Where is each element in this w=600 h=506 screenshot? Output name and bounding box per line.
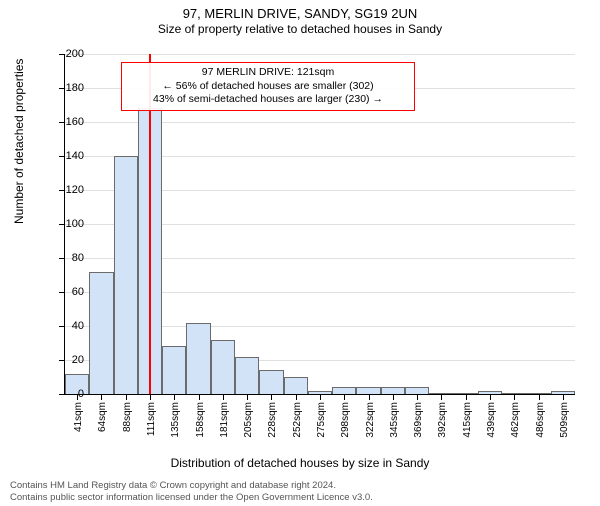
- x-tick-label: 298sqm: [340, 402, 351, 438]
- histogram-bar: [381, 387, 405, 394]
- x-tick-label: 486sqm: [535, 402, 546, 438]
- y-tick: [59, 122, 65, 123]
- x-tick: [441, 394, 442, 400]
- y-tick: [59, 224, 65, 225]
- x-tick: [271, 394, 272, 400]
- histogram-bar: [235, 357, 259, 394]
- x-tick-label: 41sqm: [73, 402, 84, 432]
- y-tick-label: 100: [66, 218, 84, 230]
- x-tick: [490, 394, 491, 400]
- x-tick: [539, 394, 540, 400]
- x-tick-label: 228sqm: [267, 402, 278, 438]
- y-tick: [59, 190, 65, 191]
- info-box: 97 MERLIN DRIVE: 121sqm ← 56% of detache…: [121, 62, 415, 111]
- y-tick-label: 200: [66, 48, 84, 60]
- y-tick-label: 180: [66, 82, 84, 94]
- histogram-bar: [89, 272, 113, 394]
- x-tick-label: 509sqm: [559, 402, 570, 438]
- y-tick: [59, 360, 65, 361]
- histogram-bar: [259, 370, 283, 394]
- x-tick-label: 88sqm: [122, 402, 133, 432]
- histogram-bar: [356, 387, 380, 394]
- y-tick-label: 0: [78, 388, 84, 400]
- x-tick: [150, 394, 151, 400]
- x-tick-label: 64sqm: [97, 402, 108, 432]
- y-tick: [59, 394, 65, 395]
- footer-text: Contains HM Land Registry data © Crown c…: [10, 480, 373, 504]
- y-tick: [59, 54, 65, 55]
- x-tick-label: 439sqm: [486, 402, 497, 438]
- histogram-bar: [405, 387, 429, 394]
- y-tick-label: 40: [72, 320, 84, 332]
- x-tick-label: 369sqm: [413, 402, 424, 438]
- y-tick-label: 160: [66, 116, 84, 128]
- x-tick: [466, 394, 467, 400]
- histogram-bar: [284, 377, 308, 394]
- x-tick: [247, 394, 248, 400]
- histogram-bar: [332, 387, 356, 394]
- chart-subtitle: Size of property relative to detached ho…: [0, 22, 600, 36]
- x-tick-label: 345sqm: [389, 402, 400, 438]
- x-tick-label: 392sqm: [437, 402, 448, 438]
- plot-area: 97 MERLIN DRIVE: 121sqm ← 56% of detache…: [64, 54, 575, 395]
- x-tick-label: 111sqm: [146, 402, 157, 436]
- x-axis-label: Distribution of detached houses by size …: [0, 456, 600, 470]
- y-tick-label: 80: [72, 252, 84, 264]
- x-tick-label: 158sqm: [195, 402, 206, 438]
- x-tick: [514, 394, 515, 400]
- info-line-1: 97 MERLIN DRIVE: 121sqm: [128, 66, 408, 80]
- gridline: [65, 54, 575, 55]
- y-tick-label: 120: [66, 184, 84, 196]
- x-tick: [223, 394, 224, 400]
- info-line-2: ← 56% of detached houses are smaller (30…: [128, 80, 408, 94]
- x-tick: [296, 394, 297, 400]
- x-tick: [344, 394, 345, 400]
- x-tick: [563, 394, 564, 400]
- x-tick: [126, 394, 127, 400]
- x-tick-label: 275sqm: [316, 402, 327, 438]
- x-tick-label: 181sqm: [219, 402, 230, 438]
- y-tick-label: 20: [72, 354, 84, 366]
- histogram-bar: [162, 346, 186, 394]
- y-tick: [59, 156, 65, 157]
- y-tick-label: 60: [72, 286, 84, 298]
- x-tick: [199, 394, 200, 400]
- info-line-3: 43% of semi-detached houses are larger (…: [128, 93, 408, 107]
- x-tick: [393, 394, 394, 400]
- footer-line-2: Contains public sector information licen…: [10, 492, 373, 504]
- x-tick-label: 462sqm: [510, 402, 521, 438]
- x-tick-label: 205sqm: [243, 402, 254, 438]
- x-tick: [369, 394, 370, 400]
- x-tick-label: 415sqm: [462, 402, 473, 438]
- x-tick-label: 135sqm: [170, 402, 181, 438]
- x-tick: [101, 394, 102, 400]
- histogram-bar: [114, 156, 138, 394]
- histogram-bar: [186, 323, 210, 394]
- x-tick-label: 322sqm: [365, 402, 376, 438]
- y-tick: [59, 88, 65, 89]
- chart-container: 97, MERLIN DRIVE, SANDY, SG19 2UN Size o…: [0, 6, 600, 506]
- x-tick: [174, 394, 175, 400]
- histogram-bar: [211, 340, 235, 394]
- x-tick: [320, 394, 321, 400]
- x-tick-label: 252sqm: [292, 402, 303, 438]
- y-tick-label: 140: [66, 150, 84, 162]
- x-tick: [417, 394, 418, 400]
- y-tick: [59, 326, 65, 327]
- y-tick: [59, 292, 65, 293]
- y-axis-label: Number of detached properties: [12, 59, 26, 224]
- footer-line-1: Contains HM Land Registry data © Crown c…: [10, 480, 373, 492]
- y-tick: [59, 258, 65, 259]
- chart-title: 97, MERLIN DRIVE, SANDY, SG19 2UN: [0, 6, 600, 21]
